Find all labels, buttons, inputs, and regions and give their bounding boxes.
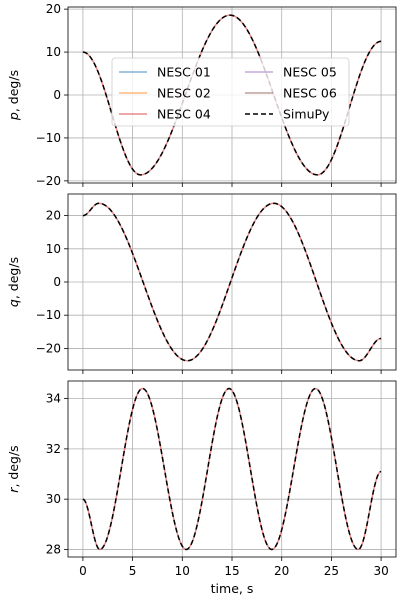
- legend-label: SimuPy: [283, 107, 330, 122]
- y-axis-label-var: r: [6, 487, 21, 493]
- y-tick-label: −10: [36, 131, 61, 145]
- y-tick-label: 20: [46, 209, 61, 223]
- y-tick-label: 32: [46, 442, 61, 456]
- x-axis-label: time, s: [211, 581, 254, 596]
- x-tick-label: 30: [373, 564, 388, 578]
- legend-label: NESC 06: [283, 86, 337, 101]
- legend-label: NESC 04: [157, 107, 211, 122]
- y-axis-label-unit: , deg/s: [6, 257, 21, 299]
- y-axis-label-unit: , deg/s: [6, 445, 21, 487]
- y-tick-label: −20: [36, 174, 61, 188]
- x-tick-label: 20: [274, 564, 289, 578]
- y-tick-label: 10: [46, 242, 61, 256]
- y-tick-label: 10: [46, 45, 61, 59]
- panel-r: 0 5 10 15 20 25 30 28 30 32 34 r, deg/s time, s: [6, 380, 397, 596]
- x-tick-label: 10: [175, 564, 190, 578]
- axes-frame: [67, 380, 397, 558]
- legend: NESC 01 NESC 02 NESC 04 NESC 05 NESC 06 SimuP…: [111, 57, 350, 127]
- y-tick-label: 0: [53, 275, 61, 289]
- x-tick-label: 15: [224, 564, 239, 578]
- panel-q: −20 −10 0 10 20 q, deg/s: [6, 193, 397, 374]
- y-tick-label: 30: [46, 492, 61, 506]
- legend-box: [111, 57, 350, 127]
- y-tick-label: −10: [36, 308, 61, 322]
- axes-frame: [67, 6, 397, 184]
- y-tick-label: 0: [53, 88, 61, 102]
- x-tick-label: 0: [79, 564, 87, 578]
- panel-p: −20 −10 0 10 20 p, deg/s NESC 01 NESC 02 NESC 04…: [6, 2, 397, 188]
- series-line-simupy: [82, 387, 382, 551]
- y-tick-label: 34: [46, 392, 61, 406]
- x-tick-label: 25: [324, 564, 339, 578]
- legend-label: NESC 05: [283, 65, 337, 80]
- y-tick-label: 28: [46, 542, 61, 556]
- y-axis-label: q, deg/s: [6, 257, 21, 307]
- axes-frame: [67, 193, 397, 371]
- series-line-simupy: [82, 14, 382, 176]
- y-axis-label-var: q: [6, 299, 21, 307]
- y-axis-label: p, deg/s: [6, 70, 21, 121]
- y-axis-label-unit: , deg/s: [6, 70, 21, 112]
- y-axis-label: r, deg/s: [6, 445, 21, 492]
- y-tick-label: −20: [36, 341, 61, 355]
- legend-label: NESC 01: [157, 65, 211, 80]
- legend-label: NESC 02: [157, 86, 211, 101]
- x-tick-label: 5: [129, 564, 137, 578]
- series-line-simupy: [82, 202, 382, 362]
- y-tick-label: 20: [46, 2, 61, 16]
- y-axis-label-var: p: [6, 112, 21, 121]
